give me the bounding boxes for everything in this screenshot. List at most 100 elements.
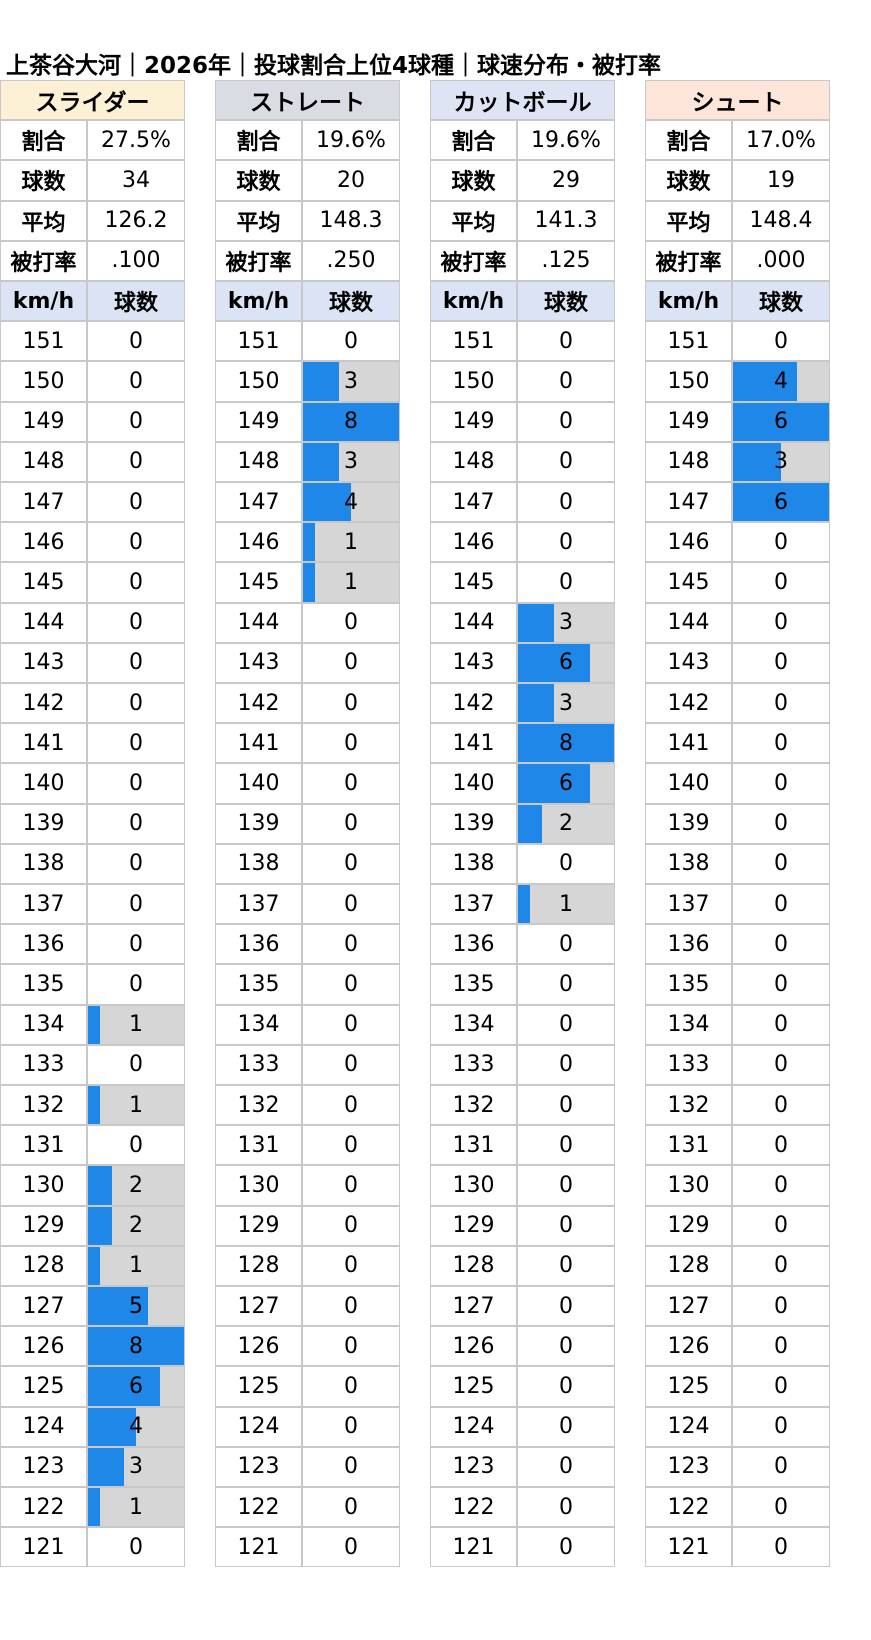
speed-label: 139	[430, 803, 517, 844]
count-cell: 0	[302, 683, 400, 724]
count-value: 0	[774, 1172, 788, 1198]
count-cell: 0	[732, 1085, 830, 1126]
stat-label-avg: 平均	[645, 200, 732, 241]
count-cell: 3	[87, 1446, 185, 1487]
speed-label: 140	[430, 763, 517, 804]
speed-bar	[518, 885, 530, 924]
stat-value-count: 20	[302, 160, 400, 201]
stat-value-ratio: 17.0%	[732, 120, 830, 161]
count-value: 0	[559, 489, 573, 515]
stat-value-ba: .100	[87, 240, 185, 281]
count-cell: 4	[87, 1406, 185, 1447]
speed-label: 122	[430, 1487, 517, 1528]
speed-label: 147	[215, 482, 302, 523]
count-value: 0	[774, 1293, 788, 1319]
count-value: 0	[774, 1373, 788, 1399]
count-cell: 0	[517, 522, 615, 563]
count-value: 0	[129, 650, 143, 676]
speed-label: 145	[0, 562, 87, 603]
speed-label: 130	[645, 1165, 732, 1206]
count-value: 0	[774, 1132, 788, 1158]
speed-label: 151	[645, 321, 732, 362]
count-value: 3	[344, 368, 358, 394]
speed-label: 132	[430, 1085, 517, 1126]
count-value: 1	[559, 891, 573, 917]
count-cell: 1	[87, 1245, 185, 1286]
count-cell: 0	[302, 1044, 400, 1085]
stat-value-avg: 148.3	[302, 200, 400, 241]
count-cell: 0	[87, 763, 185, 804]
count-value: 0	[129, 811, 143, 837]
speed-label: 128	[0, 1245, 87, 1286]
count-value: 0	[774, 569, 788, 595]
speed-label: 131	[0, 1125, 87, 1166]
count-value: 0	[344, 1012, 358, 1038]
count-value: 0	[129, 1052, 143, 1078]
stat-label-count: 球数	[430, 160, 517, 201]
speed-bar	[88, 1367, 160, 1406]
speed-bar	[88, 1447, 124, 1486]
speed-label: 137	[430, 884, 517, 925]
count-value: 0	[774, 1213, 788, 1239]
count-value: 2	[129, 1172, 143, 1198]
stat-value-ratio: 19.6%	[302, 120, 400, 161]
pitch-name-header: カットボール	[430, 80, 615, 121]
count-value: 0	[344, 1373, 358, 1399]
count-value: 0	[774, 891, 788, 917]
stat-value-count: 34	[87, 160, 185, 201]
count-value: 0	[344, 1454, 358, 1480]
count-cell: 0	[732, 1326, 830, 1367]
speed-bar	[303, 402, 399, 441]
speed-label: 122	[0, 1487, 87, 1528]
speed-label: 125	[215, 1366, 302, 1407]
count-cell: 0	[732, 1004, 830, 1045]
speed-label: 148	[0, 441, 87, 482]
count-value: 6	[774, 409, 788, 435]
count-cell: 6	[732, 482, 830, 523]
count-cell: 3	[517, 683, 615, 724]
count-value: 0	[774, 931, 788, 957]
count-value: 0	[344, 1333, 358, 1359]
count-cell: 1	[87, 1004, 185, 1045]
count-cell: 0	[517, 1527, 615, 1568]
count-cell: 3	[302, 361, 400, 402]
speed-label: 124	[430, 1406, 517, 1447]
count-cell: 0	[517, 1326, 615, 1367]
speed-bar	[518, 643, 590, 682]
count-value: 0	[774, 730, 788, 756]
count-value: 0	[559, 851, 573, 877]
count-value: 0	[344, 730, 358, 756]
speed-label: 144	[430, 602, 517, 643]
count-value: 0	[559, 1293, 573, 1319]
count-value: 0	[559, 409, 573, 435]
count-cell: 0	[87, 321, 185, 362]
speed-label: 140	[215, 763, 302, 804]
count-cell: 0	[517, 1044, 615, 1085]
speed-label: 123	[215, 1446, 302, 1487]
count-cell: 0	[517, 1406, 615, 1447]
count-value: 0	[559, 1373, 573, 1399]
count-value: 1	[129, 1253, 143, 1279]
count-cell: 0	[732, 562, 830, 603]
speed-column-header: km/h	[430, 281, 517, 322]
count-cell: 2	[87, 1165, 185, 1206]
speed-label: 143	[430, 642, 517, 683]
count-value: 0	[559, 328, 573, 354]
count-cell: 0	[87, 843, 185, 884]
count-value: 0	[559, 1172, 573, 1198]
count-value: 1	[344, 569, 358, 595]
count-cell: 0	[732, 723, 830, 764]
count-cell: 0	[87, 401, 185, 442]
speed-label: 135	[0, 964, 87, 1005]
count-value: 0	[559, 1213, 573, 1239]
count-cell: 0	[732, 321, 830, 362]
count-value: 0	[774, 1534, 788, 1560]
speed-label: 136	[645, 924, 732, 965]
speed-label: 134	[645, 1004, 732, 1045]
speed-label: 141	[430, 723, 517, 764]
speed-bar	[303, 563, 315, 602]
speed-label: 132	[215, 1085, 302, 1126]
count-cell: 2	[517, 803, 615, 844]
speed-label: 125	[0, 1366, 87, 1407]
count-cell: 0	[517, 1205, 615, 1246]
